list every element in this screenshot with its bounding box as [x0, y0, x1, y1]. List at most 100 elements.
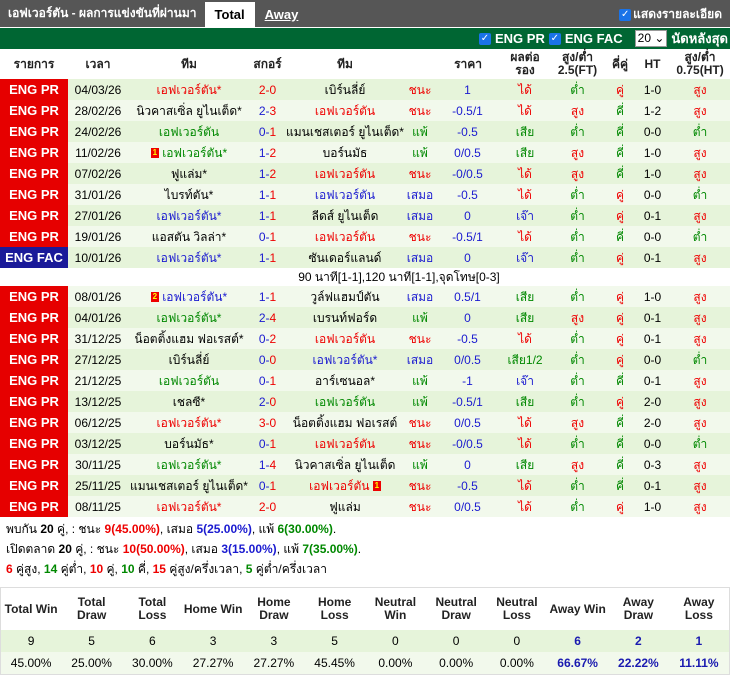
handicap-result-text: เสีย — [515, 394, 535, 409]
date: 19/01/26 — [68, 226, 128, 247]
score[interactable]: 0-2 — [250, 328, 285, 349]
ht-over-under: สูง — [670, 79, 730, 100]
away-team: นิวคาสเซิ่ล ยูไนเต็ด — [285, 454, 405, 475]
score[interactable]: 1-2 — [250, 142, 285, 163]
ht-over-under: สูง — [670, 286, 730, 307]
odd-even: คี่ — [605, 163, 636, 184]
date: 31/12/25 — [68, 328, 128, 349]
table-row[interactable]: ENG PR 21/12/25 เอฟเวอร์ตัน 0-1 อาร์เซนอล* แพ… — [0, 370, 730, 391]
league-cell[interactable]: ENG PR — [0, 328, 68, 349]
odd-even: คู่ — [605, 349, 636, 370]
half-time-text: 0-1 — [643, 373, 662, 388]
league-cell[interactable]: ENG PR — [0, 226, 68, 247]
score[interactable]: 1-1 — [250, 205, 285, 226]
league-cell[interactable]: ENG PR — [0, 433, 68, 454]
table-row[interactable]: ENG PR 27/01/26 เอฟเวอร์ตัน* 1-1 ลีดส์ ยูไนเ… — [0, 205, 730, 226]
match-count-select[interactable]: 20 ⌄ — [634, 30, 668, 47]
score[interactable]: 2-0 — [250, 79, 285, 100]
table-row[interactable]: ENG PR 04/01/26 เอฟเวอร์ตัน* 2-4 เบรนท์ฟอร์ด… — [0, 307, 730, 328]
odd-even-text: คู่ — [616, 250, 625, 265]
score[interactable]: 0-1 — [250, 121, 285, 142]
league-cell[interactable]: ENG PR — [0, 412, 68, 433]
table-row[interactable]: ENG PR 31/12/25 น็อตติ้งแฮม ฟอเรสต์* 0-2 เอฟ… — [0, 328, 730, 349]
league-cell[interactable]: ENG PR — [0, 307, 68, 328]
score[interactable]: 0-1 — [250, 226, 285, 247]
score[interactable]: 0-0 — [250, 349, 285, 370]
league-cell[interactable]: ENG PR — [0, 79, 68, 100]
score[interactable]: 3-0 — [250, 412, 285, 433]
home-team: น็อตติ้งแฮม ฟอเรสต์* — [128, 328, 250, 349]
odd-even-text: คู่ — [616, 289, 625, 304]
home-team-text: เอฟเวอร์ตัน* — [156, 415, 222, 430]
date: 24/02/26 — [68, 121, 128, 142]
score[interactable]: 1-2 — [250, 163, 285, 184]
date-text: 21/12/25 — [74, 373, 122, 388]
league-cell[interactable]: ENG PR — [0, 142, 68, 163]
table-row[interactable]: ENG PR 31/01/26 ไบรท์ตัน* 1-1 เอฟเวอร์ตัน เสม… — [0, 184, 730, 205]
score[interactable]: 0-1 — [250, 433, 285, 454]
league-cell[interactable]: ENG PR — [0, 454, 68, 475]
league-cell[interactable]: ENG PR — [0, 391, 68, 412]
stats-count: 6 — [122, 630, 183, 652]
tab-away[interactable]: Away — [264, 7, 299, 22]
over-under: สูง — [550, 307, 606, 328]
table-row[interactable]: ENG PR 03/12/25 บอร์นมัธ* 0-1 เอฟเวอร์ตัน ชนะ… — [0, 433, 730, 454]
league-cell[interactable]: ENG PR — [0, 205, 68, 226]
show-detail-toggle[interactable]: ✓ แสดงรายละเอียด — [619, 5, 722, 24]
eng-fac-checkbox[interactable]: ✓ — [548, 32, 561, 45]
score[interactable]: 1-4 — [250, 454, 285, 475]
date: 07/02/26 — [68, 163, 128, 184]
handicap-result: เสีย — [500, 391, 551, 412]
away-team-text: เอฟเวอร์ตัน — [314, 331, 376, 346]
score[interactable]: 1-1 — [250, 247, 285, 268]
table-row[interactable]: ENG PR 08/01/26 2 เอฟเวอร์ตัน* 1-1 วูล์ฟแฮมป… — [0, 286, 730, 307]
odd-even-text: คู่ — [616, 187, 625, 202]
score[interactable]: 1-1 — [250, 184, 285, 205]
league-cell[interactable]: ENG PR — [0, 184, 68, 205]
score[interactable]: 2-0 — [250, 391, 285, 412]
over-under: ต่ำ — [550, 121, 606, 142]
table-row[interactable]: ENG PR 24/02/26 เอฟเวอร์ตัน 0-1 แมนเชสเตอร์ … — [0, 121, 730, 142]
score[interactable]: 2-3 — [250, 100, 285, 121]
stats-header: Home Draw — [257, 595, 291, 622]
score[interactable]: 0-1 — [250, 475, 285, 496]
result: เสมอ — [405, 286, 435, 307]
eng-pr-checkbox[interactable]: ✓ — [479, 32, 491, 45]
table-row[interactable]: ENG PR 06/12/25 เอฟเวอร์ตัน* 3-0 น็อตติ้งแฮม… — [0, 412, 730, 433]
date: 27/12/25 — [68, 349, 128, 370]
date: 08/11/25 — [68, 496, 128, 517]
score[interactable]: 2-0 — [250, 496, 285, 517]
over-under: ต่ำ — [550, 496, 606, 517]
table-row[interactable]: ENG PR 19/01/26 แอสตัน วิลล่า* 0-1 เอฟเวอร์ต… — [0, 226, 730, 247]
table-row[interactable]: ENG PR 28/02/26 นิวคาสเซิ่ล ยูไนเต็ด* 2-3 เอ… — [0, 100, 730, 121]
table-row[interactable]: ENG PR 11/02/26 1 เอฟเวอร์ตัน* 1-2 บอร์นมัธแ… — [0, 142, 730, 163]
table-row[interactable]: ENG PR 07/02/26 ฟูแล่ม* 1-2 เอฟเวอร์ตัน ชนะ -0… — [0, 163, 730, 184]
league-cell[interactable]: ENG PR — [0, 370, 68, 391]
league-cell[interactable]: ENG PR — [0, 349, 68, 370]
league-cell[interactable]: ENG PR — [0, 100, 68, 121]
checkbox-checked-icon[interactable]: ✓ — [619, 8, 632, 21]
ht-over-under-text: สูง — [693, 250, 707, 265]
stats-count: 0 — [486, 630, 548, 652]
score[interactable]: 2-4 — [250, 307, 285, 328]
league-cell[interactable]: ENG PR — [0, 496, 68, 517]
table-row[interactable]: ENG PR 13/12/25 เชลซี* 2-0 เอฟเวอร์ตัน แพ้ -0.… — [0, 391, 730, 412]
odds: -0/0.5 — [435, 163, 501, 184]
table-row[interactable]: ENG PR 25/11/25 แมนเชสเตอร์ ยูไนเต็ด* 0-1 เอ… — [0, 475, 730, 496]
table-row[interactable]: ENG PR 04/03/26 เอฟเวอร์ตัน* 2-0 เบิร์นลี่ย์… — [0, 79, 730, 100]
result: แพ้ — [405, 121, 435, 142]
tab-total[interactable]: Total — [204, 2, 255, 27]
table-row[interactable]: ENG PR 27/12/25 เบิร์นลี่ย์ 0-0 เอฟเวอร์ตัน*… — [0, 349, 730, 370]
table-row[interactable]: ENG PR 30/11/25 เอฟเวอร์ตัน* 1-4 นิวคาสเซิ่ล… — [0, 454, 730, 475]
score[interactable]: 1-1 — [250, 286, 285, 307]
league-cell[interactable]: ENG PR — [0, 286, 68, 307]
league-cell[interactable]: ENG PR — [0, 163, 68, 184]
table-row[interactable]: ENG PR 08/11/25 เอฟเวอร์ตัน* 2-0 ฟูแล่ม ชนะ 0/… — [0, 496, 730, 517]
score[interactable]: 0-1 — [250, 370, 285, 391]
table-row[interactable]: ENG FAC 10/01/26 เอฟเวอร์ตัน* 1-1 ซันเดอร์แล… — [0, 247, 730, 268]
league-cell[interactable]: ENG PR — [0, 121, 68, 142]
home-team: เชลซี* — [128, 391, 250, 412]
league-cell[interactable]: ENG FAC — [0, 247, 68, 268]
league-cell[interactable]: ENG PR — [0, 475, 68, 496]
half-time-text: 1-0 — [643, 499, 662, 514]
